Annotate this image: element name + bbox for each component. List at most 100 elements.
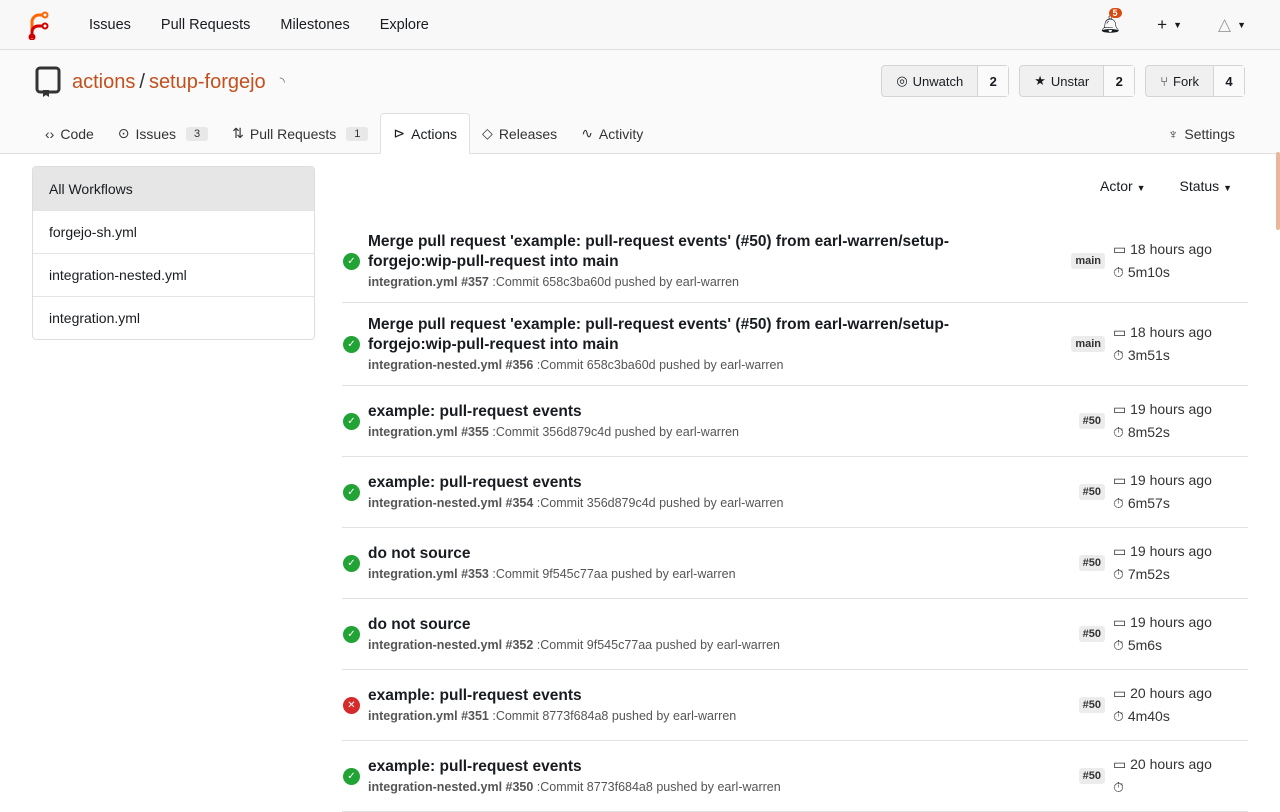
run-ref-label[interactable]: #50	[1078, 697, 1105, 713]
tab-issues[interactable]: ⊙ Issues 3	[106, 113, 220, 154]
run-title[interactable]: Merge pull request 'example: pull-reques…	[368, 233, 950, 270]
run-workflow[interactable]: integration-nested.yml #354	[368, 496, 534, 510]
run-row[interactable]: ✓ Merge pull request 'example: pull-requ…	[342, 303, 1248, 386]
tab-actions[interactable]: ⊳ Actions	[380, 113, 471, 154]
run-title[interactable]: example: pull-request events	[368, 474, 582, 491]
rss-icon[interactable]: ◝	[279, 74, 285, 89]
run-duration: ⏱︎	[1113, 776, 1248, 799]
run-workflow[interactable]: integration-nested.yml #350	[368, 780, 534, 794]
nav-explore[interactable]: Explore	[379, 16, 429, 33]
tab-label: Actions	[411, 125, 458, 142]
notifications-button[interactable]: 🔔︎ 5	[1100, 7, 1122, 35]
run-list: ✓ Merge pull request 'example: pull-requ…	[342, 220, 1248, 812]
run-duration: ⏱︎ 5m10s	[1113, 261, 1248, 284]
stopwatch-icon: ⏱︎	[1113, 347, 1124, 363]
run-time: ▭ 19 hours ago	[1113, 398, 1248, 421]
run-subtitle: integration-nested.yml #352 :Commit 9f54…	[368, 637, 1067, 653]
scrollbar[interactable]	[1276, 152, 1280, 230]
unstar-button[interactable]: ★ Unstar 2	[1019, 65, 1136, 97]
create-menu[interactable]: + ▼	[1157, 15, 1182, 35]
nav-issues[interactable]: Issues	[89, 16, 131, 33]
check-circle-icon: ✓	[343, 335, 360, 353]
user-menu[interactable]: △ ▼	[1218, 15, 1246, 35]
run-title[interactable]: example: pull-request events	[368, 758, 582, 775]
tab-activity[interactable]: ∿ Activity	[569, 113, 655, 154]
run-title[interactable]: example: pull-request events	[368, 403, 582, 420]
sidebar-item-all-workflows[interactable]: All Workflows	[33, 167, 314, 210]
unwatch-button[interactable]: ◎ Unwatch 2	[881, 65, 1010, 97]
tab-pull-requests[interactable]: ⇅ Pull Requests 1	[220, 113, 380, 154]
run-workflow[interactable]: integration.yml #357	[368, 275, 489, 289]
stopwatch-icon: ⏱︎	[1113, 779, 1124, 795]
play-icon: ⊳	[393, 125, 406, 141]
fork-count[interactable]: 4	[1214, 66, 1244, 96]
run-workflow[interactable]: integration.yml #353	[368, 567, 489, 581]
calendar-icon: ▭	[1113, 685, 1127, 701]
run-ref-label[interactable]: #50	[1078, 413, 1105, 429]
star-icon: ★	[1034, 73, 1046, 88]
run-subtitle: integration.yml #351 :Commit 8773f684a8 …	[368, 708, 1067, 724]
nav-milestones[interactable]: Milestones	[280, 16, 350, 33]
run-row[interactable]: ✓ do not source integration.yml #353 :Co…	[342, 528, 1248, 599]
sidebar-item-forgejo-sh[interactable]: forgejo-sh.yml	[33, 210, 314, 253]
pr-count: 1	[346, 126, 369, 141]
run-workflow[interactable]: integration-nested.yml #356	[368, 358, 534, 372]
repo-owner-link[interactable]: actions	[72, 70, 136, 93]
run-row[interactable]: ✓ do not source integration-nested.yml #…	[342, 599, 1248, 670]
tab-code[interactable]: ‹› Code	[33, 113, 106, 154]
run-row[interactable]: ✓ example: pull-request events integrati…	[342, 741, 1248, 812]
check-circle-icon: ✓	[343, 412, 360, 430]
x-circle-icon: ✕	[343, 696, 360, 714]
run-row[interactable]: ✓ example: pull-request events integrati…	[342, 386, 1248, 457]
run-title[interactable]: Merge pull request 'example: pull-reques…	[368, 316, 950, 353]
run-duration: ⏱︎ 7m52s	[1113, 563, 1248, 586]
eye-slash-icon: ◎	[896, 73, 908, 88]
stopwatch-icon: ⏱︎	[1113, 264, 1124, 280]
run-workflow[interactable]: integration-nested.yml #352	[368, 638, 534, 652]
run-ref-label[interactable]: #50	[1078, 768, 1105, 784]
run-time: ▭ 19 hours ago	[1113, 540, 1248, 563]
run-ref-label[interactable]: #50	[1078, 626, 1105, 642]
run-time: ▭ 18 hours ago	[1113, 321, 1248, 344]
nav-pull-requests[interactable]: Pull Requests	[160, 16, 251, 33]
run-row[interactable]: ✓ example: pull-request events integrati…	[342, 457, 1248, 528]
fork-label: Fork	[1173, 73, 1199, 89]
status-filter[interactable]: Status ▼	[1179, 178, 1232, 194]
run-ref-label[interactable]: main	[1071, 336, 1105, 352]
watch-count[interactable]: 2	[978, 66, 1009, 96]
run-row[interactable]: ✕ example: pull-request events integrati…	[342, 670, 1248, 741]
repo-title: actions / setup-forgejo ◝	[34, 65, 285, 99]
repo-name-link[interactable]: setup-forgejo	[148, 70, 266, 93]
avatar: △	[1218, 14, 1232, 34]
forgejo-logo[interactable]	[26, 10, 50, 40]
star-count[interactable]: 2	[1104, 66, 1135, 96]
actor-filter[interactable]: Actor ▼	[1100, 178, 1146, 194]
run-workflow[interactable]: integration.yml #355	[368, 425, 489, 439]
fork-button[interactable]: ⑂ Fork 4	[1145, 65, 1245, 97]
sidebar-item-integration[interactable]: integration.yml	[33, 296, 314, 339]
sidebar-item-integration-nested[interactable]: integration-nested.yml	[33, 253, 314, 296]
run-ref-label[interactable]: main	[1071, 253, 1105, 269]
check-circle-icon: ✓	[343, 625, 360, 643]
tab-label: Issues	[135, 125, 176, 142]
run-title[interactable]: do not source	[368, 545, 471, 562]
run-time: ▭ 20 hours ago	[1113, 682, 1248, 705]
stopwatch-icon: ⏱︎	[1113, 566, 1124, 582]
run-title[interactable]: do not source	[368, 616, 471, 633]
run-detail: :Commit 658c3ba60d pushed by earl-warren	[488, 275, 740, 289]
tab-releases[interactable]: ◇ Releases	[470, 113, 569, 154]
pull-request-icon: ⇅	[232, 125, 244, 141]
actor-label: Actor	[1099, 178, 1133, 194]
tab-settings[interactable]: ♆ Settings	[1156, 113, 1247, 154]
run-row[interactable]: ✓ Merge pull request 'example: pull-requ…	[342, 220, 1248, 303]
run-ref-label[interactable]: #50	[1078, 484, 1105, 500]
run-time: ▭ 20 hours ago	[1113, 753, 1248, 776]
run-time-text: 19 hours ago	[1130, 472, 1212, 488]
run-duration-text: 6m57s	[1127, 495, 1170, 511]
run-time: ▭ 19 hours ago	[1113, 469, 1248, 492]
tab-label: Pull Requests	[249, 125, 337, 142]
run-workflow[interactable]: integration.yml #351	[368, 709, 489, 723]
run-title[interactable]: example: pull-request events	[368, 687, 582, 704]
run-ref-label[interactable]: #50	[1078, 555, 1105, 571]
check-circle-icon: ✓	[343, 252, 360, 270]
